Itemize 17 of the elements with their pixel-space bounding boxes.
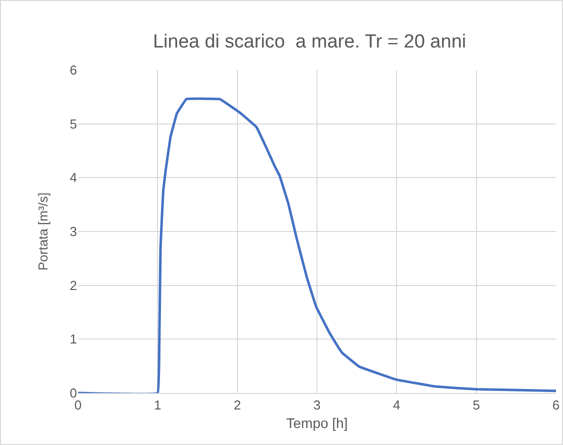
y-tick-label: 2 <box>70 278 77 293</box>
x-tick-label: 5 <box>472 398 480 413</box>
y-tick-label: 3 <box>70 224 77 240</box>
y-tick-label: 4 <box>70 170 77 186</box>
y-tick-label: 6 <box>70 62 77 78</box>
x-axis-title: Tempo [h] <box>286 414 348 431</box>
y-tick-label: 0 <box>70 386 77 401</box>
x-tick-label: 6 <box>552 398 560 413</box>
x-tick-label: 3 <box>313 398 321 413</box>
line-series <box>78 97 556 393</box>
y-tick-label: 5 <box>70 116 77 132</box>
x-tick-label: 1 <box>154 398 162 413</box>
x-tick-label: 4 <box>393 398 400 413</box>
chart-title: Linea di scarico a mare. Tr = 20 anni <box>152 32 466 53</box>
y-axis-title: Portata [m³/s] <box>36 192 51 271</box>
x-tick-label: 2 <box>234 398 241 413</box>
y-tick-label: 1 <box>70 332 77 347</box>
